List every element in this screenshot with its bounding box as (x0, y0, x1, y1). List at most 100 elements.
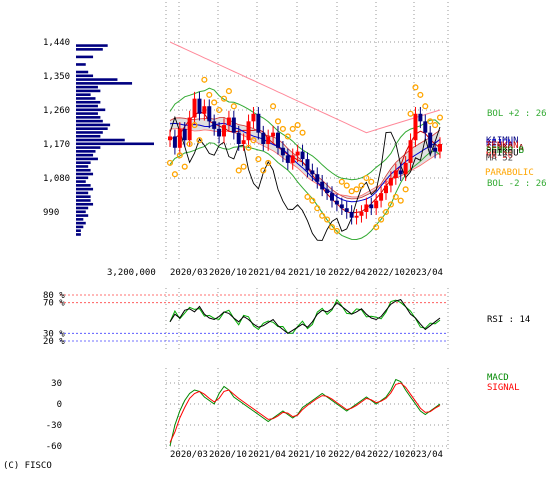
volume-bar (76, 74, 94, 78)
sar-dot (260, 167, 267, 174)
candlestick (300, 144, 305, 166)
candle-body (398, 170, 403, 175)
volume-bar (76, 100, 101, 104)
price-y-axis: 1,440 1,350 1,260 1,170 1,080 990 (43, 38, 70, 218)
volume-bar (76, 142, 154, 146)
x-tick-label: 2022/10 (367, 450, 405, 460)
candle-body (403, 162, 408, 175)
y-tick-label: 1,080 (43, 174, 70, 184)
y-tick-label: 1,350 (43, 72, 70, 82)
volume-bar (76, 138, 125, 142)
sar-dot (216, 106, 223, 114)
volume-bar (76, 221, 86, 225)
macd-tick-label: -30 (46, 421, 62, 431)
sar-dot (392, 193, 399, 200)
sar-dot (220, 95, 228, 102)
volume-bar (76, 218, 84, 221)
candle-body (285, 155, 290, 163)
bollinger-lower (169, 142, 441, 241)
candlestick (305, 152, 310, 178)
candle-body (423, 121, 428, 133)
sar-dot (324, 216, 331, 223)
candle-body (236, 132, 241, 144)
candlestick (339, 197, 344, 216)
legend-fragment: CHIKOU (486, 149, 519, 159)
volume-bar (76, 146, 101, 149)
volume-bar (76, 229, 81, 232)
candlestick (197, 91, 202, 121)
sar-dot (299, 129, 306, 136)
sar-dot (358, 182, 365, 189)
bollinger-upper (169, 87, 441, 181)
sar-dot (176, 152, 183, 159)
candlestick (212, 114, 217, 136)
candle-body (315, 174, 320, 182)
candle-body (207, 106, 212, 122)
sar-dot (289, 125, 296, 132)
sar-dot (255, 156, 262, 163)
volume-bar (76, 168, 91, 172)
sar-dot (328, 224, 336, 231)
rsi-panel: 80 %70 % 30 %20 % RSI : 14 (43, 288, 530, 350)
volume-bar (76, 123, 111, 127)
ma-long (169, 41, 441, 134)
volume-bar (76, 48, 103, 51)
volume-bar (76, 214, 89, 217)
candle-body (276, 132, 280, 148)
candle-body (241, 140, 246, 144)
candlestick (217, 122, 222, 144)
sar-dot (284, 133, 291, 140)
macd-tick-label: -60 (46, 442, 62, 452)
candlestick (369, 197, 374, 216)
candlestick (354, 208, 359, 225)
volume-bar (76, 161, 91, 164)
candlestick (433, 140, 438, 159)
candlestick (285, 148, 290, 170)
sar-dot (382, 208, 390, 216)
volume-profile (76, 44, 154, 236)
sar-dot (196, 137, 203, 144)
volume-bar (76, 165, 89, 168)
x-tick-label: 2022/04 (328, 268, 366, 278)
candlestick (423, 114, 428, 140)
candlestick (413, 106, 418, 148)
rsi-overlay-line (169, 298, 441, 334)
candle-body (369, 204, 374, 209)
volume-bar (76, 157, 98, 161)
volume-bar (76, 180, 86, 183)
sar-dot (373, 224, 380, 231)
candle-body (300, 151, 305, 160)
candlestick (349, 205, 354, 225)
sar-dot (270, 103, 277, 110)
candle-body (222, 125, 226, 137)
rsi-line (169, 299, 441, 334)
candle-body (384, 185, 388, 194)
sar-dot (368, 178, 375, 185)
candle-body (295, 151, 300, 156)
senko-b-line (170, 127, 441, 198)
x-tick-label: 2021/10 (288, 450, 326, 460)
volume-bar (76, 184, 91, 187)
sar-dot (353, 186, 360, 193)
candle-body (280, 147, 285, 156)
x-tick-label: 2023/04 (405, 268, 443, 278)
candlestick (388, 171, 393, 193)
candle-body (256, 113, 261, 133)
candle-body (310, 170, 315, 175)
sar-dot (279, 125, 286, 132)
candlestick (280, 140, 285, 163)
candle-body (177, 128, 182, 148)
x-tick-label: 2021/10 (288, 268, 326, 278)
candle-body (374, 200, 379, 209)
candlestick (315, 167, 320, 189)
volume-bar (76, 116, 101, 119)
legend-fragment: MA 52 (486, 154, 513, 164)
candle-body (393, 170, 398, 178)
candle-body (379, 193, 384, 201)
legend-fragment: KAIMUN (486, 136, 519, 146)
candlestick (246, 114, 251, 148)
candlestick (266, 129, 271, 151)
